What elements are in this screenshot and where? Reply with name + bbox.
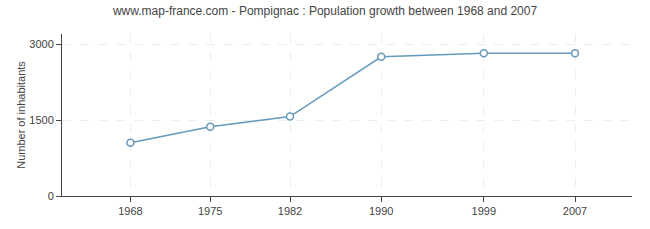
svg-text:2007: 2007 bbox=[563, 205, 587, 217]
svg-text:1968: 1968 bbox=[118, 205, 142, 217]
svg-text:1982: 1982 bbox=[278, 205, 302, 217]
svg-text:3000: 3000 bbox=[29, 38, 53, 50]
svg-text:1999: 1999 bbox=[472, 205, 496, 217]
svg-text:1975: 1975 bbox=[198, 205, 222, 217]
svg-text:1500: 1500 bbox=[29, 114, 53, 126]
svg-text:www.map-france.com - Pompignac: www.map-france.com - Pompignac : Populat… bbox=[112, 4, 538, 18]
svg-text:Number of inhabitants: Number of inhabitants bbox=[15, 61, 27, 169]
svg-text:0: 0 bbox=[48, 190, 54, 202]
svg-text:1990: 1990 bbox=[369, 205, 393, 217]
